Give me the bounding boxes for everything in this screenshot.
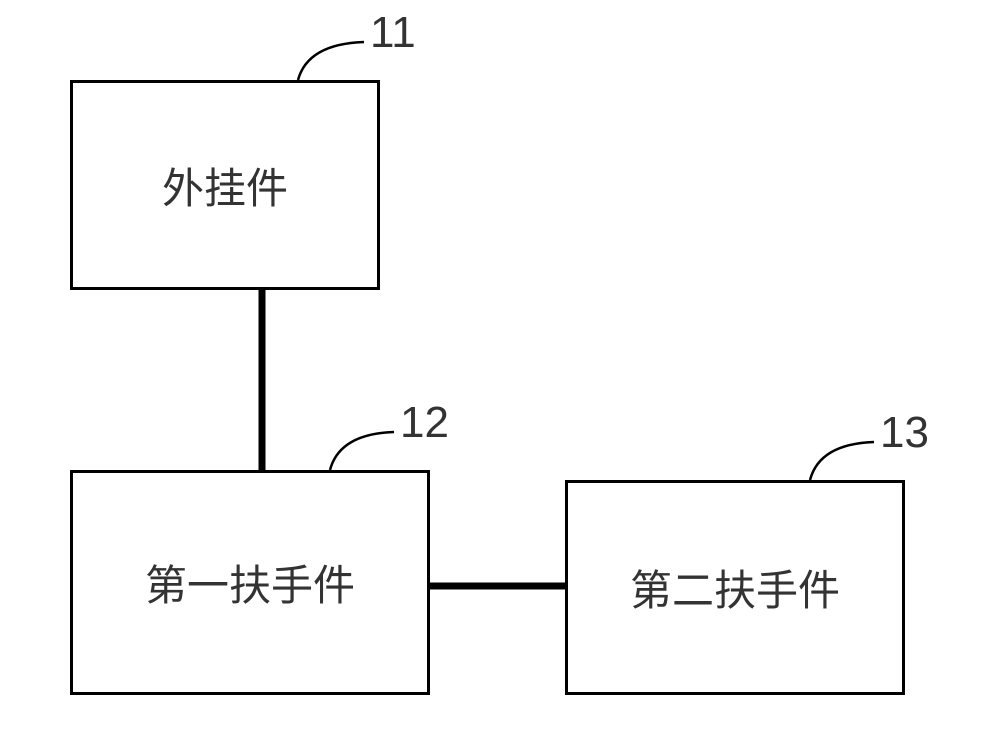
node-external-attachment: 外挂件 — [70, 80, 380, 290]
node-second-handrail: 第二扶手件 — [565, 480, 905, 695]
callout-number-11: 11 — [370, 8, 416, 58]
callout-leader-13 — [810, 442, 874, 480]
callout-number-13: 13 — [880, 408, 929, 458]
callout-number-12: 12 — [400, 398, 449, 448]
node-label: 外挂件 — [162, 155, 288, 216]
node-label: 第二扶手件 — [630, 557, 840, 618]
callout-leader-11 — [298, 42, 364, 80]
callout-leader-12 — [330, 432, 394, 470]
diagram-canvas: 外挂件 11 第一扶手件 12 第二扶手件 13 — [0, 0, 993, 747]
node-label: 第一扶手件 — [145, 552, 355, 613]
node-first-handrail: 第一扶手件 — [70, 470, 430, 695]
